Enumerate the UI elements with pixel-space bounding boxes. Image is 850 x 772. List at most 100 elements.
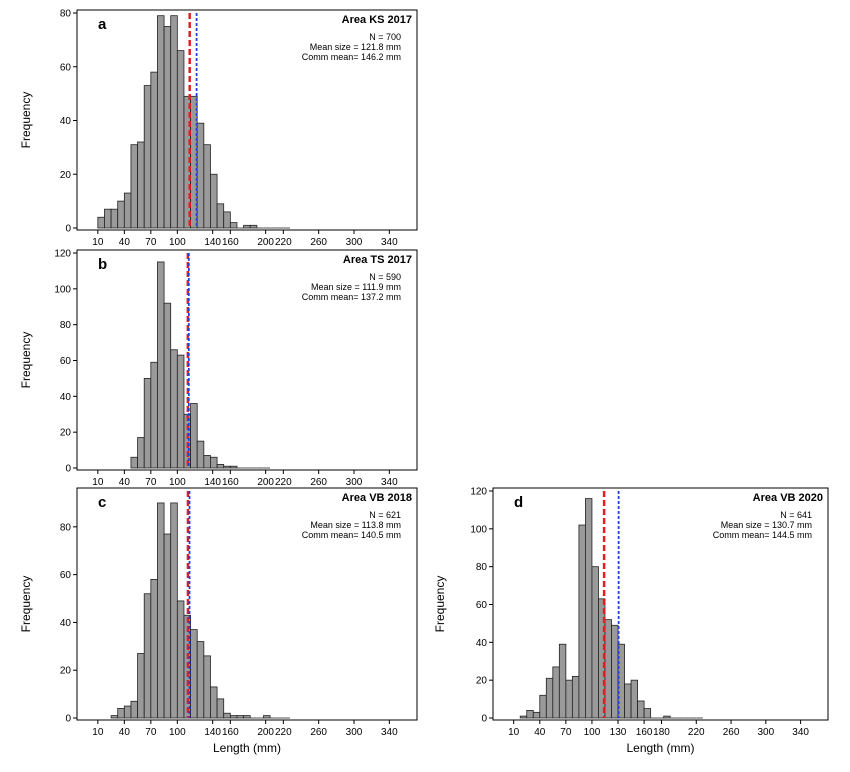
panel-d: 10 40 70 100 130 160 180 220 260 300 340 0 20 40 60 80 1… (433, 487, 829, 755)
histogram-bar (565, 679, 573, 719)
histogram-bar (130, 456, 138, 469)
stat-line: Comm mean= 140.5 mm (302, 530, 401, 540)
panel-b: 10 40 70 100 140 160 200 220 260 300 340 0 20 40 60 80 1… (19, 249, 418, 488)
histogram-bar (170, 349, 178, 469)
panel-letter: c (98, 494, 106, 511)
panel-title: Area TS 2017 (343, 254, 412, 266)
x-tick-label: 40 (119, 237, 131, 248)
histogram-bar (123, 192, 132, 229)
stat-line: Comm mean= 144.5 mm (713, 530, 812, 540)
histogram-bar (223, 211, 231, 229)
histogram-bar (163, 533, 172, 719)
x-tick-label: 10 (92, 237, 104, 248)
x-tick-label: 10 (92, 477, 104, 488)
histogram-bar (150, 579, 158, 719)
x-axis-label: Length (mm) (626, 741, 694, 755)
histogram-bar (196, 641, 205, 719)
histogram-bar (163, 26, 172, 229)
histogram-bar (196, 440, 205, 469)
histogram-bar (223, 465, 231, 469)
stat-line: Mean size = 130.7 mm (721, 520, 812, 530)
histogram-bar (157, 261, 165, 469)
x-tick-label: 300 (757, 727, 774, 738)
x-tick-label: 70 (560, 727, 572, 738)
x-tick-label: 160 (636, 727, 653, 738)
x-tick-label: 10 (508, 727, 520, 738)
histogram-bar (216, 203, 225, 229)
y-tick-label: 0 (65, 464, 71, 475)
histogram-bar (532, 711, 541, 719)
stat-line: Comm mean= 146.2 mm (302, 52, 401, 62)
x-tick-label: 340 (381, 237, 398, 248)
x-axis-label: Length (mm) (213, 741, 281, 755)
y-tick-label: 60 (476, 600, 488, 611)
x-tick-label: 340 (381, 477, 398, 488)
x-tick-label: 340 (792, 727, 809, 738)
histogram-bar (203, 655, 211, 719)
x-tick-label: 100 (169, 237, 186, 248)
y-axis-label: Frequency (433, 576, 447, 633)
panel-letter: d (514, 494, 523, 511)
panel-a: 10 40 70 100 140 160 200 220 260 300 340 0 20 40 60 80 a… (19, 9, 418, 248)
x-tick-label: 220 (688, 727, 705, 738)
panel-letter: b (98, 256, 107, 273)
stat-line: Mean size = 113.8 mm (310, 520, 401, 530)
histogram-bar (110, 208, 119, 229)
histogram-bar (216, 464, 225, 469)
histogram-bar (604, 619, 612, 719)
histogram-bar (176, 354, 185, 469)
histogram-bar (203, 144, 211, 229)
histogram-bar (571, 675, 580, 719)
plot-frame (76, 487, 418, 721)
x-tick-label: 260 (310, 727, 327, 738)
histogram-bar (223, 712, 231, 719)
histogram-bar (176, 50, 185, 229)
x-tick-label: 70 (145, 727, 157, 738)
y-tick-label: 60 (60, 62, 72, 73)
panel-letter: a (98, 16, 107, 33)
y-tick-label: 120 (470, 487, 487, 498)
histogram-bar (137, 141, 145, 229)
y-axis-label: Frequency (19, 332, 33, 389)
x-tick-label: 200 (257, 727, 274, 738)
histogram-bar (163, 302, 172, 469)
y-tick-label: 80 (476, 562, 488, 573)
x-tick-label: 70 (145, 237, 157, 248)
histogram-bar (97, 216, 105, 229)
histogram-bar (236, 715, 244, 719)
y-tick-label: 100 (470, 524, 487, 535)
x-tick-label: 100 (169, 727, 186, 738)
x-tick-label: 130 (610, 727, 627, 738)
histogram-bar (150, 361, 158, 469)
histogram-bar (643, 708, 652, 719)
histogram-bar (157, 15, 165, 229)
histogram-bar (143, 85, 152, 229)
histogram-bar (170, 502, 178, 719)
histogram-bar (203, 455, 211, 469)
histogram-bar (210, 686, 218, 719)
x-tick-label: 220 (275, 727, 292, 738)
x-tick-label: 40 (534, 727, 546, 738)
y-tick-label: 0 (481, 714, 487, 725)
x-tick-label: 260 (310, 477, 327, 488)
histogram-bar (526, 710, 534, 719)
histogram-bar (210, 456, 218, 469)
x-tick-label: 160 (222, 237, 239, 248)
histogram-bar (552, 666, 560, 719)
x-tick-label: 300 (346, 727, 363, 738)
histogram-bar (229, 222, 238, 229)
histogram-bar (210, 173, 218, 229)
histogram-bar (243, 224, 251, 229)
x-tick-label: 180 (653, 727, 670, 738)
stat-line: Mean size = 121.8 mm (310, 42, 401, 52)
stat-line: N = 621 (369, 510, 401, 520)
histogram-bar (545, 677, 554, 719)
x-tick-label: 200 (257, 237, 274, 248)
stat-line: N = 700 (369, 32, 401, 42)
y-tick-label: 60 (60, 570, 72, 581)
x-tick-label: 300 (346, 477, 363, 488)
histogram-bar (117, 708, 125, 719)
x-tick-label: 200 (257, 477, 274, 488)
histogram-bar (190, 403, 198, 469)
histogram-bar (249, 224, 258, 229)
